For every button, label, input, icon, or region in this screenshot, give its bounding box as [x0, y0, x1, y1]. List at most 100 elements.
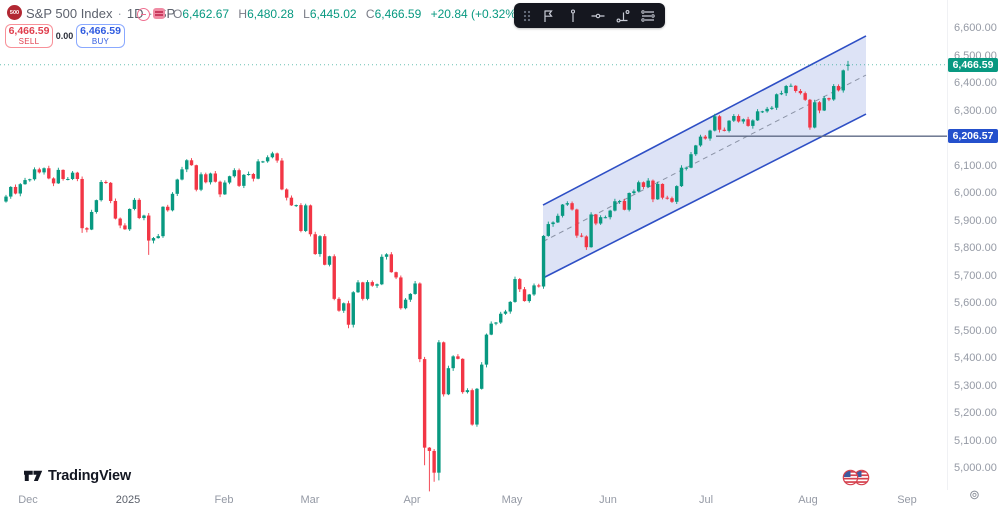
candle-body	[342, 303, 346, 311]
candle-body	[698, 136, 703, 146]
candle-body	[313, 234, 317, 255]
candle-body	[218, 181, 222, 195]
candle-body	[817, 102, 822, 111]
trend-angle-tool-icon[interactable]	[615, 8, 631, 24]
candle-body	[665, 197, 669, 199]
candle-body	[246, 174, 251, 176]
candle-body	[42, 168, 46, 173]
buy-button[interactable]: 6,466.59 BUY	[76, 24, 125, 48]
indicator-list-icon[interactable]	[153, 8, 165, 19]
drag-handle-icon[interactable]	[523, 9, 531, 23]
candle-body	[208, 173, 213, 183]
price-axis[interactable]: 6,600.006,500.006,400.006,300.006,200.00…	[947, 0, 1000, 490]
symbol-logo[interactable]: 500	[7, 5, 22, 20]
candle-body	[61, 169, 65, 179]
candle-body	[660, 183, 665, 198]
candle-body	[118, 218, 122, 226]
candle-body	[199, 174, 203, 190]
sell-price: 6,466.59	[8, 24, 50, 37]
floating-drawing-toolbar[interactable]	[514, 3, 665, 28]
candle-body	[108, 182, 113, 201]
candle-body	[484, 334, 489, 365]
candle-body	[803, 93, 807, 100]
price-tick-label: 5,800.00	[954, 242, 997, 254]
candle-body	[684, 167, 688, 169]
horizontal-line-tool-icon[interactable]	[590, 8, 606, 24]
candle-body	[23, 180, 27, 185]
flag-tool-icon[interactable]	[540, 8, 556, 24]
price-tick-label: 5,700.00	[954, 269, 997, 282]
parallel-lines-tool-icon[interactable]	[640, 8, 656, 24]
candle-body	[475, 388, 479, 425]
sell-button[interactable]: 6,466.59 SELL	[5, 24, 53, 48]
candle-body	[541, 235, 546, 287]
candle-body	[579, 235, 584, 237]
price-tick-label: 5,600.00	[954, 297, 997, 309]
candle-body	[289, 197, 294, 206]
candle-body	[137, 199, 141, 219]
candle-body	[812, 102, 817, 128]
time-axis-label: May	[501, 494, 523, 506]
candle-body	[470, 390, 474, 425]
time-axis-label: Jul	[698, 494, 714, 506]
price-tick-label: 5,400.00	[954, 352, 997, 364]
candle-body	[327, 256, 332, 265]
candle-body	[765, 108, 769, 112]
candle-body	[4, 196, 8, 202]
candlestick-chart[interactable]	[0, 0, 947, 509]
price-tick-label: 5,200.00	[954, 407, 997, 419]
candle-body	[751, 120, 755, 126]
candle-body	[89, 211, 94, 230]
candle-body	[460, 358, 465, 393]
candle-body	[608, 210, 612, 218]
tradingview-logo[interactable]: TradingView	[24, 467, 131, 484]
time-axis-label: Apr	[403, 494, 421, 506]
candle-body	[670, 198, 674, 202]
candle-body	[732, 116, 736, 121]
candle-body	[456, 356, 460, 359]
candle-body	[779, 93, 784, 95]
candle-body	[508, 301, 512, 312]
candle-body	[32, 169, 37, 180]
candle-body	[422, 359, 427, 448]
candle-body	[694, 145, 698, 155]
sell-label: SELL	[18, 37, 40, 47]
candle-body	[127, 208, 132, 230]
candle-body	[622, 200, 627, 210]
buy-price: 6,466.59	[80, 24, 121, 37]
candle-body	[703, 136, 707, 139]
price-scale-settings-icon[interactable]: ⊚	[969, 487, 980, 502]
parallel-channel-fill	[543, 35, 866, 278]
candle-body	[351, 292, 355, 325]
candle-body	[822, 98, 826, 111]
candle-body	[565, 203, 570, 205]
candle-body	[232, 170, 237, 177]
us-flag-icon[interactable]	[842, 469, 859, 486]
candle-body	[99, 182, 103, 201]
price-tick-label: 5,100.00	[954, 434, 997, 447]
candle-body	[337, 298, 341, 311]
candle-body	[332, 256, 336, 299]
candle-body	[446, 368, 451, 395]
candle-body	[261, 161, 265, 163]
candle-body	[641, 182, 646, 187]
candle-body	[265, 157, 270, 162]
indicator-minus-icon[interactable]	[137, 8, 150, 21]
price-tick-label: 6,300.00	[954, 104, 997, 117]
candle-body	[713, 116, 717, 131]
vertical-line-tool-icon[interactable]	[565, 8, 581, 24]
candle-body	[617, 200, 622, 202]
candle-body	[689, 154, 693, 168]
symbol-logo-text: 500	[9, 9, 20, 16]
candle-body	[180, 169, 184, 180]
high-label: H	[238, 7, 248, 21]
candle-body	[627, 193, 631, 210]
price-tick-label: 6,600.00	[954, 22, 997, 34]
time-axis-label: Mar	[300, 494, 320, 506]
economic-event-flags[interactable]	[842, 469, 872, 486]
time-axis[interactable]: Dec 2025 Feb Mar Apr May Jun Jul Aug Sep	[0, 490, 1000, 509]
candle-body	[489, 323, 493, 335]
candle-body	[85, 228, 89, 230]
candle-body	[636, 182, 641, 192]
